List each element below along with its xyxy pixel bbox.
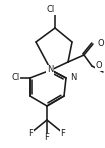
- Text: F: F: [45, 133, 49, 143]
- Text: O: O: [97, 38, 104, 48]
- Text: Cl: Cl: [11, 74, 19, 82]
- Text: O: O: [96, 62, 103, 70]
- Text: F: F: [61, 128, 65, 137]
- Text: F: F: [29, 128, 33, 137]
- Text: Cl: Cl: [47, 5, 55, 15]
- Text: N: N: [70, 73, 76, 82]
- Text: N: N: [47, 66, 53, 74]
